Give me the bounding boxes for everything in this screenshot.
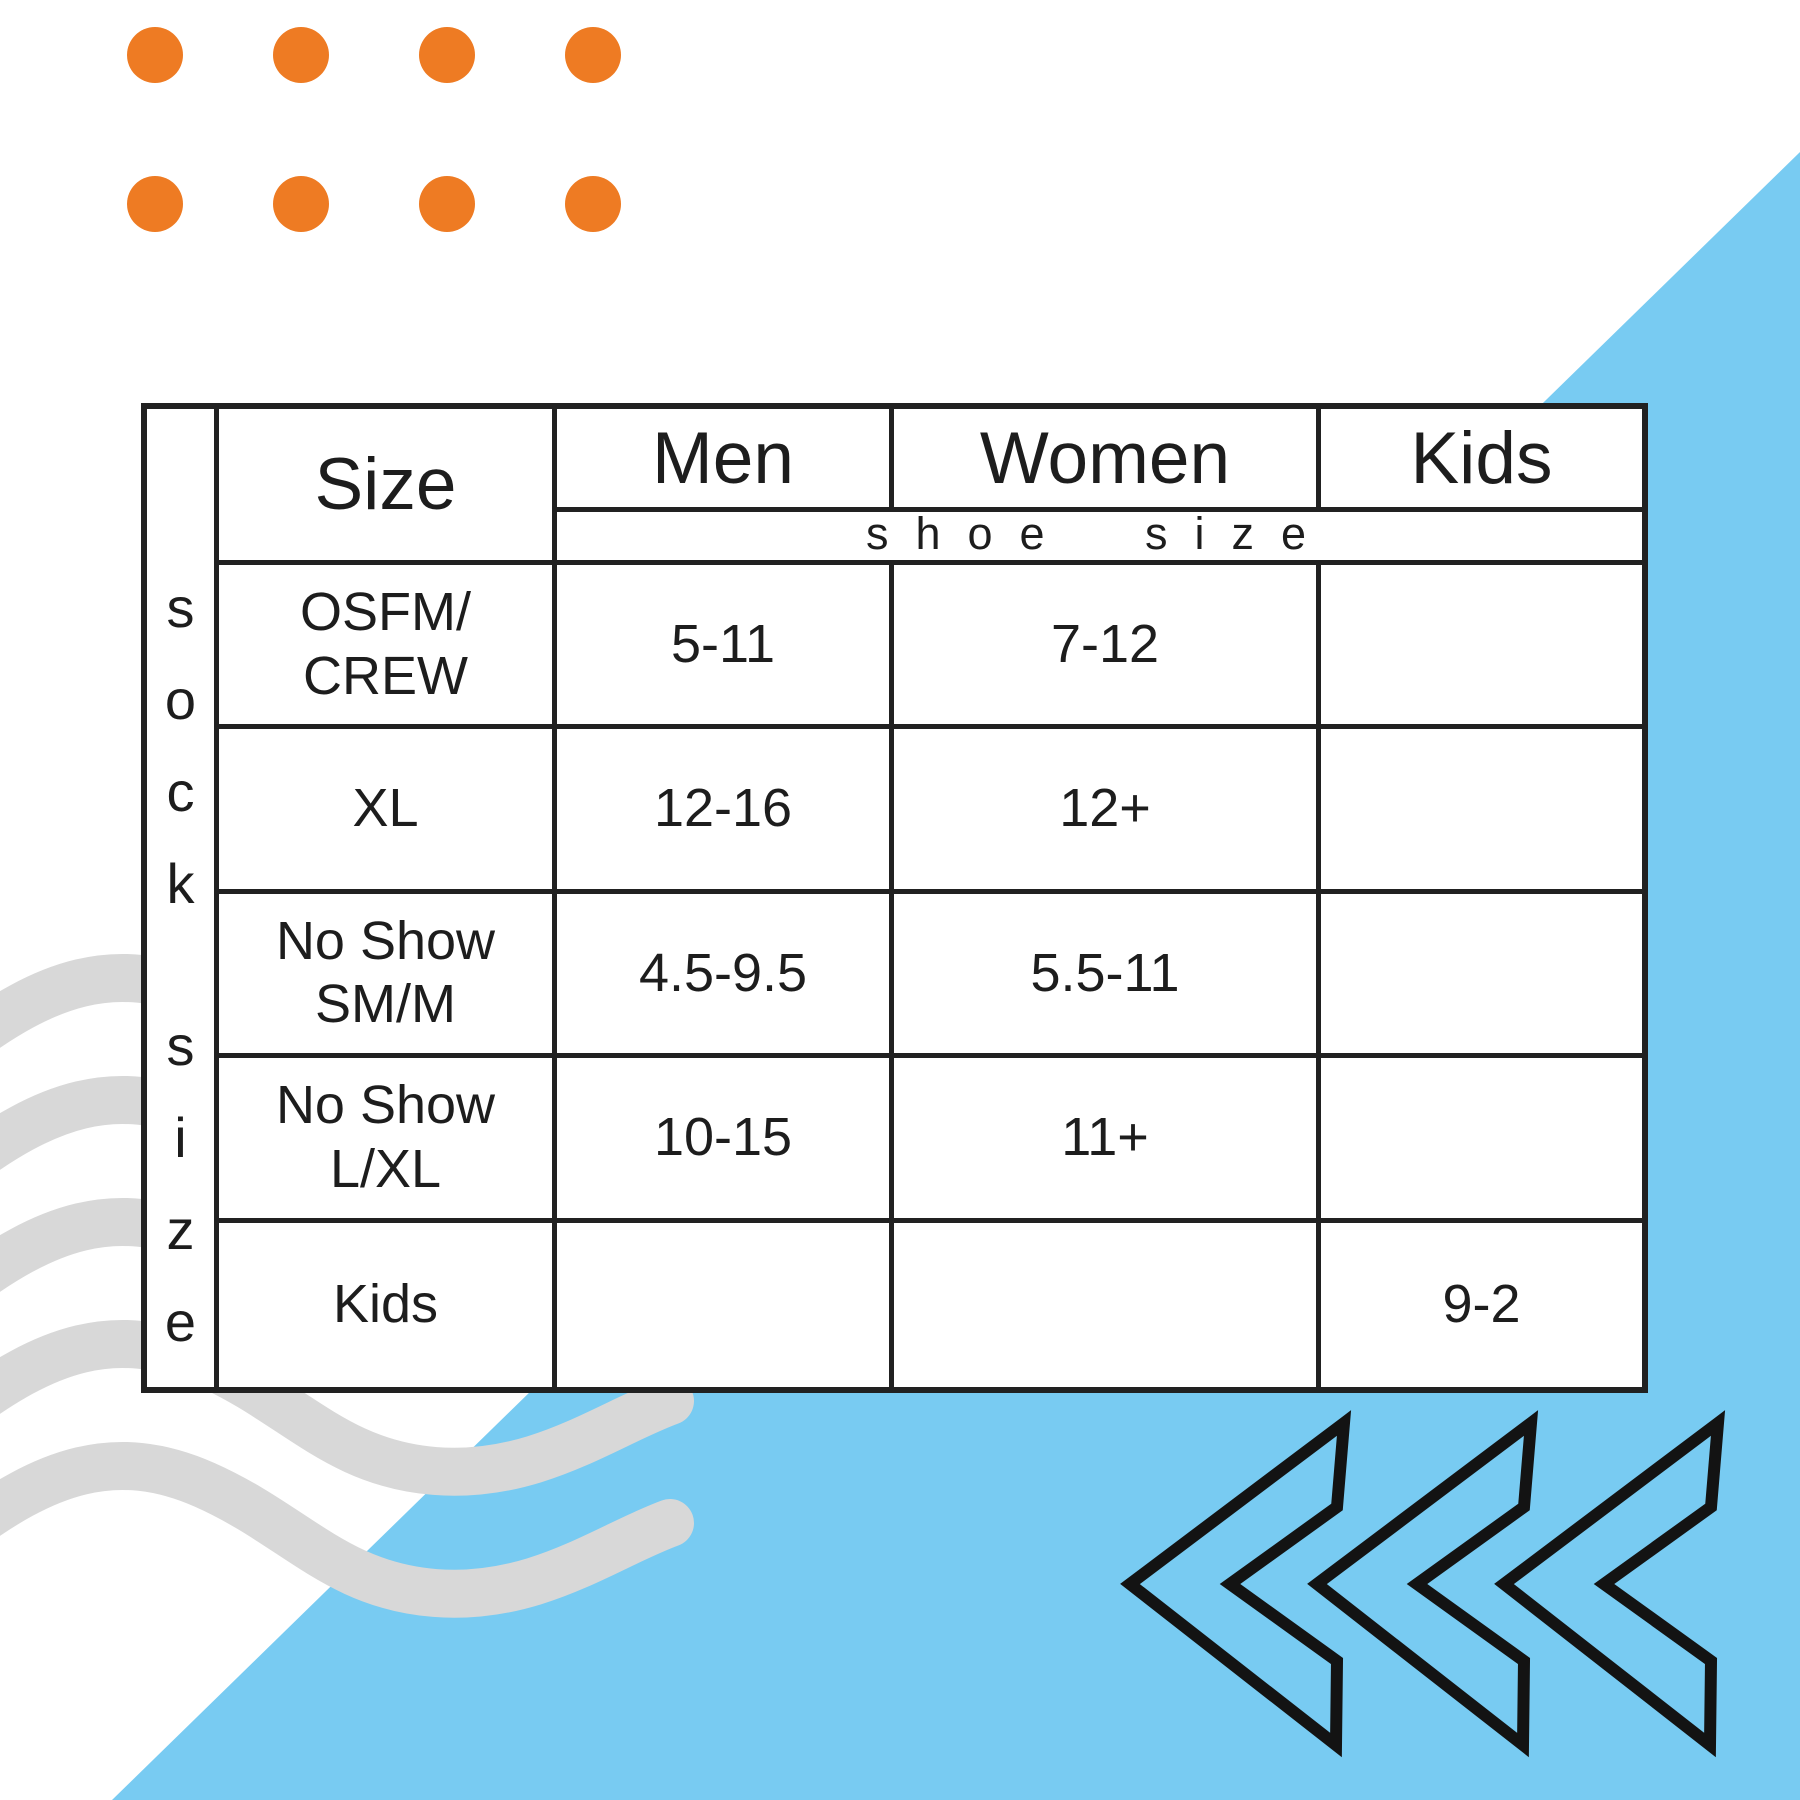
vertical-label-letter: s — [166, 576, 195, 639]
cell-women: 7-12 — [894, 565, 1321, 730]
column-header-size: Size — [219, 409, 557, 565]
cell-men: 10-15 — [557, 1058, 894, 1223]
dot-icon — [273, 176, 329, 232]
row-label: Kids — [219, 1222, 557, 1387]
dot-icon — [273, 27, 329, 83]
vertical-label-letter: s — [166, 1014, 195, 1077]
cell-women: 11+ — [894, 1058, 1321, 1223]
column-header-women: Women — [894, 409, 1321, 512]
vertical-label-letter: z — [166, 1198, 195, 1261]
wave-icon — [0, 1442, 694, 1618]
cell-men: 5-11 — [557, 565, 894, 730]
row-label: No Show SM/M — [219, 893, 557, 1059]
cell-men — [557, 1222, 894, 1387]
cell-kids — [1321, 894, 1642, 1059]
shoe-size-band-label: shoe size — [557, 508, 1642, 565]
cell-women: 5.5-11 — [894, 893, 1321, 1059]
vertical-label-letter: k — [166, 852, 195, 915]
cell-kids — [1321, 565, 1642, 730]
dot-icon — [565, 176, 621, 232]
cell-kids — [1321, 729, 1642, 894]
dot-icon — [419, 27, 475, 83]
column-header-kids: Kids — [1321, 409, 1642, 512]
column-header-men: Men — [557, 409, 894, 512]
row-label: XL — [219, 729, 557, 894]
cell-kids: 9-2 — [1442, 1273, 1521, 1334]
vertical-label-letter: e — [164, 1290, 197, 1353]
cell-women — [894, 1222, 1321, 1387]
row-label: No Show L/XL — [219, 1058, 557, 1223]
dot-grid — [127, 27, 621, 232]
wave-icon — [0, 1320, 694, 1496]
dot-icon — [419, 176, 475, 232]
dot-icon — [127, 27, 183, 83]
cell-kids — [1321, 1058, 1642, 1223]
cell-men: 4.5-9.5 — [557, 893, 894, 1059]
vertical-label-letter: c — [166, 760, 195, 823]
dot-icon — [565, 27, 621, 83]
vertical-label-letter: i — [174, 1106, 187, 1169]
dot-icon — [127, 176, 183, 232]
row-label: OSFM/ CREW — [219, 565, 557, 730]
cell-women: 12+ — [894, 729, 1321, 894]
cell-men: 12-16 — [557, 729, 894, 894]
vertical-label-letter: o — [164, 668, 197, 731]
